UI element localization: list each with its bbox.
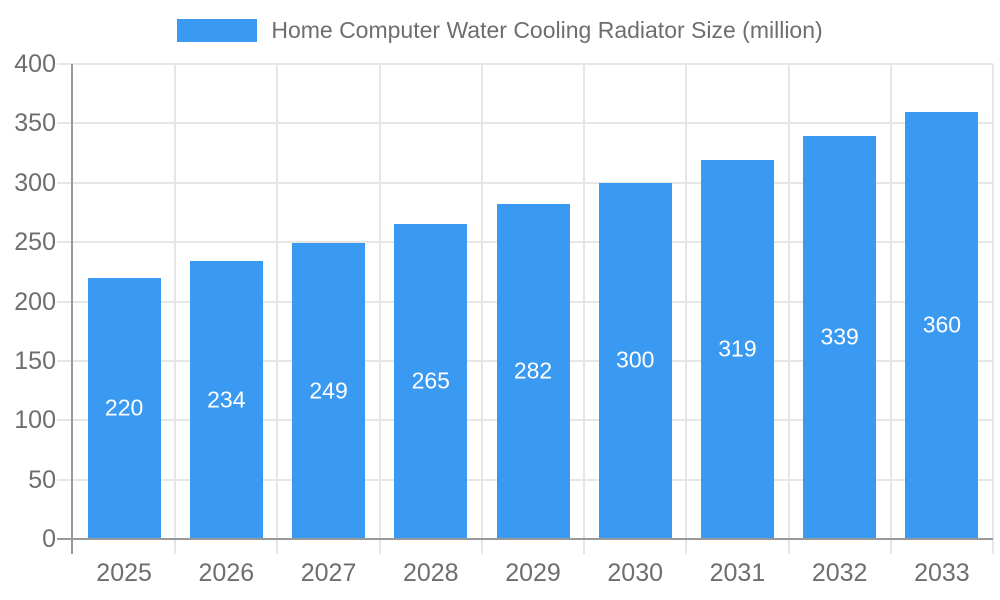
- y-tick-label: 300: [14, 168, 56, 197]
- gridline-v: [583, 64, 586, 554]
- bar-2027[interactable]: 249: [292, 243, 366, 538]
- x-tick-label: 2029: [505, 559, 561, 587]
- x-tick-label: 2025: [96, 559, 152, 587]
- bar-value-label: 339: [820, 323, 859, 350]
- gridline-v: [889, 64, 892, 554]
- gridline-v: [276, 64, 279, 554]
- x-tick-label: 2032: [811, 559, 868, 587]
- gridline-h: [57, 122, 993, 125]
- y-axis-line: [71, 64, 73, 554]
- bar-value-label: 265: [411, 367, 450, 394]
- legend-item[interactable]: Home Computer Water Cooling Radiator Siz…: [0, 17, 1000, 44]
- bar-value-label: 249: [309, 377, 348, 404]
- y-tick-label: 100: [14, 406, 56, 435]
- x-tick-label: 2028: [402, 559, 459, 587]
- y-tick-label: 350: [14, 109, 56, 138]
- y-tick-label: 250: [14, 228, 56, 257]
- x-tick-label: 2031: [709, 559, 766, 587]
- y-tick-label: 150: [14, 346, 56, 375]
- x-tick-label: 2033: [914, 559, 970, 587]
- bar-value-label: 220: [104, 394, 144, 421]
- bar-2031[interactable]: 319: [700, 160, 774, 538]
- gridline-v: [685, 64, 688, 554]
- x-tick-label: 2030: [607, 559, 664, 587]
- gridline-v: [378, 64, 381, 554]
- bar-value-label: 319: [718, 335, 757, 362]
- bar-2032[interactable]: 339: [803, 136, 877, 538]
- y-tick-label: 200: [14, 287, 56, 316]
- x-tick-label: 2027: [300, 559, 357, 587]
- bar-value-label: 300: [616, 346, 655, 373]
- bar-2026[interactable]: 234: [189, 261, 263, 538]
- y-tick-label: 400: [14, 50, 56, 78]
- legend-swatch: [177, 19, 258, 42]
- gridline-v: [992, 64, 994, 554]
- bar-2030[interactable]: 300: [598, 182, 672, 538]
- bar-value-label: 282: [513, 357, 553, 384]
- gridline-v: [480, 64, 483, 554]
- gridline-h: [57, 63, 993, 65]
- bar-2028[interactable]: 265: [394, 224, 468, 538]
- legend-label: Home Computer Water Cooling Radiator Siz…: [271, 17, 823, 43]
- y-tick-label: 50: [28, 465, 56, 494]
- x-axis-line: [57, 538, 993, 540]
- bar-2025[interactable]: 220: [87, 277, 161, 538]
- bar-2029[interactable]: 282: [496, 204, 570, 538]
- bar-value-label: 360: [922, 311, 962, 338]
- bar-2033[interactable]: 360: [905, 111, 979, 538]
- y-tick-label: 0: [42, 525, 56, 553]
- gridline-h: [57, 181, 993, 184]
- bar-value-label: 234: [207, 386, 246, 413]
- gridline-v: [174, 64, 177, 554]
- gridline-v: [787, 64, 790, 554]
- x-tick-label: 2026: [198, 559, 255, 587]
